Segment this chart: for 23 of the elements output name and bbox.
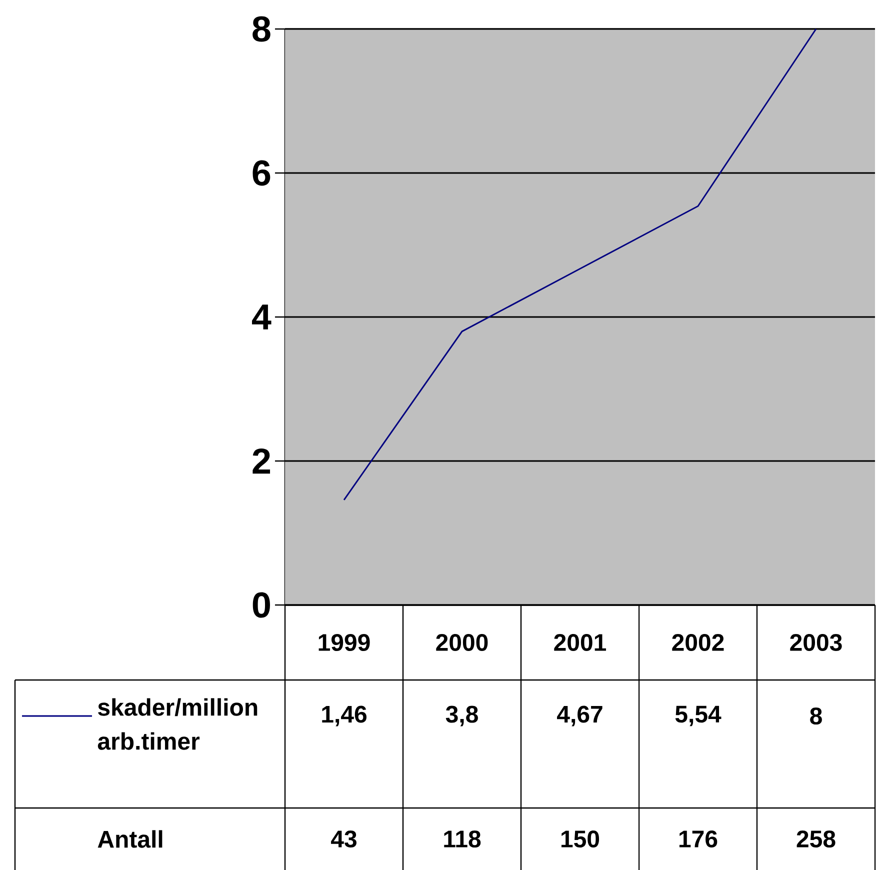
data-label: 8 <box>810 708 822 724</box>
data-label: 5,54 <box>675 706 722 726</box>
data-label: 3,8 <box>446 706 478 726</box>
data-label: 1,46 <box>322 706 366 726</box>
x-tick-label: 2001 <box>554 634 606 651</box>
y-tick-label: 0 <box>252 592 270 618</box>
y-tick-label: 4 <box>252 304 272 330</box>
text: 118 <box>444 830 481 848</box>
data-label: 4,67 <box>557 706 602 726</box>
x-tick-label: 2003 <box>790 634 842 652</box>
text: 43 <box>331 830 356 848</box>
y-tick-label: 6 <box>252 160 270 186</box>
text: 176 <box>679 830 718 848</box>
line-series <box>343 28 817 501</box>
y-tick-label: 8 <box>252 16 270 42</box>
x-tick-label: 2002 <box>672 634 724 651</box>
text: Antall <box>98 830 162 848</box>
y-tick-label: 2 <box>252 448 270 474</box>
x-tick-label: 2000 <box>436 634 488 651</box>
text: 258 <box>796 830 836 848</box>
legend-label: skader/million arb.timer <box>98 698 258 750</box>
text: 150 <box>561 830 600 848</box>
x-tick-label: 1999 <box>318 634 370 651</box>
